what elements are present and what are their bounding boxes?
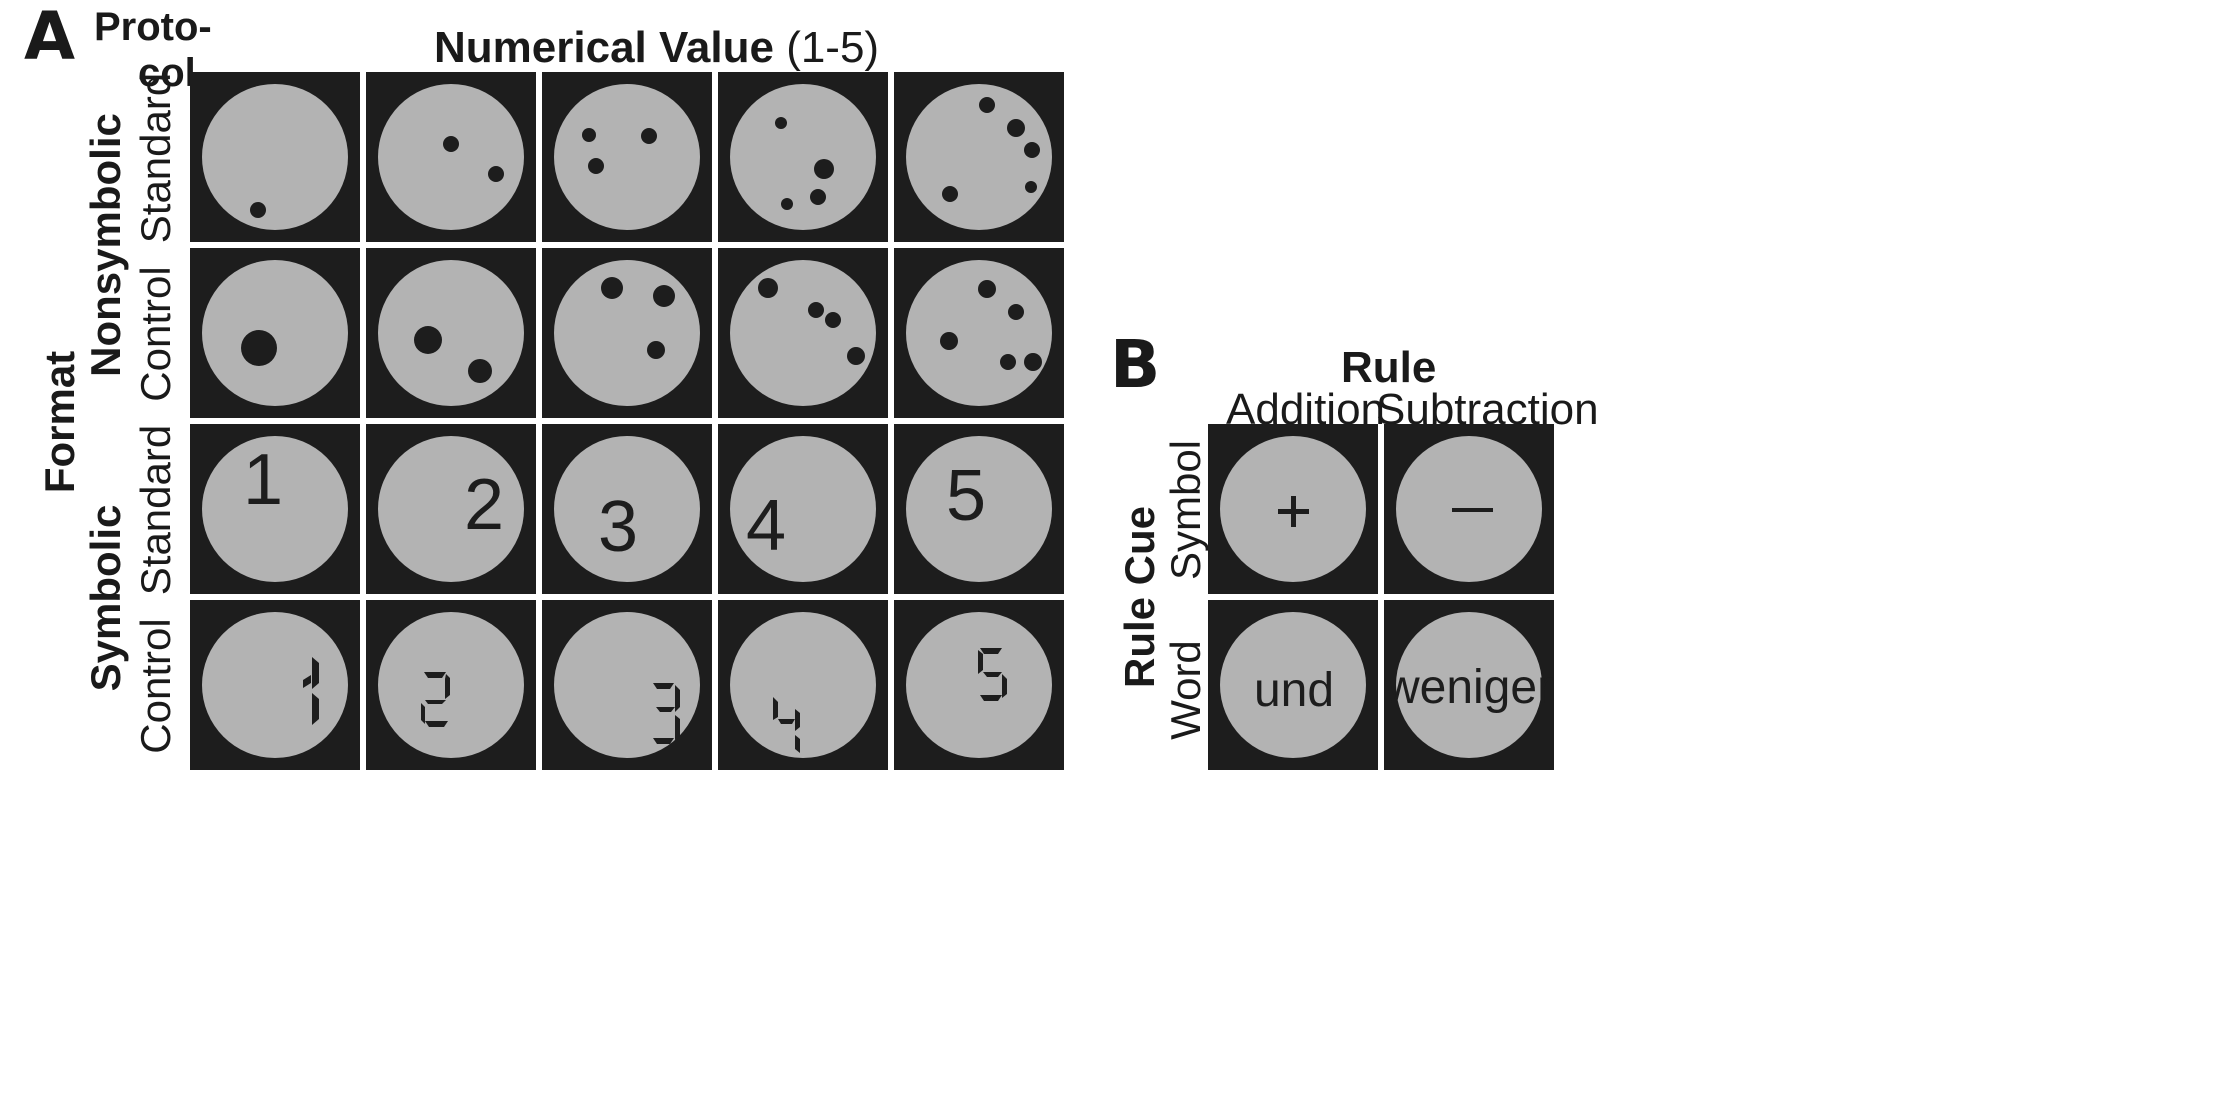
rule-cue-row-word: Word: [1162, 640, 1209, 740]
stimulus-cell-nonsymbolic-control-1: [190, 248, 360, 418]
seven-segment-digit-2: [421, 672, 450, 727]
protocol-header-line1: Proto-: [94, 5, 212, 49]
protocol-header-line2: col: [138, 51, 196, 95]
rule-cue-label: Rule Cue: [1116, 505, 1163, 689]
protocol-header: Proto- col: [94, 4, 212, 96]
stimulus-cell-symbolic-control-1: [190, 600, 360, 770]
numerical-value-title-bold: Numerical Value: [434, 23, 774, 72]
numerical-value-title: Numerical Value (1-5): [434, 26, 879, 70]
stimulus-cell-nonsymbolic-standard-5: [894, 72, 1064, 242]
stimulus-cell-nonsymbolic-control-2: [366, 248, 536, 418]
seven-segment-digit-5: [978, 648, 1007, 701]
stimulus-cell-nonsymbolic-standard-3: [542, 72, 712, 242]
row-protocol-label: Standard: [132, 72, 179, 244]
rule-cell-symbol-addition: [1208, 424, 1378, 594]
panel-a-letter: A: [24, 0, 76, 75]
stimulus-cell-symbolic-control-3: [542, 600, 712, 770]
minus-icon: [1452, 508, 1493, 512]
stimulus-cell-symbolic-standard-2: 2: [366, 424, 536, 594]
standard-digit: 1: [243, 440, 283, 520]
seven-segment-digit-1: [303, 657, 319, 725]
rule-cue-row-symbol: Symbol: [1162, 439, 1209, 581]
word-cue-addition: und: [1254, 664, 1334, 717]
format-label: Format: [36, 350, 83, 494]
stimulus-cell-symbolic-standard-3: 3: [542, 424, 712, 594]
plus-icon: [1278, 496, 1309, 527]
seven-segment-digit-3: [653, 683, 680, 744]
standard-digit: 2: [464, 465, 504, 545]
row-protocol-label: Standard: [132, 424, 179, 596]
rule-header: Rule: [1341, 343, 1437, 392]
rule-cell-word-addition: und: [1208, 600, 1378, 770]
stimulus-cell-symbolic-control-2: [366, 600, 536, 770]
stimulus-cell-nonsymbolic-control-4: [718, 248, 888, 418]
panel-b-letter: B: [1110, 326, 1161, 403]
seven-segment-digit-4: [773, 697, 800, 753]
numerical-value-title-range: (1-5): [786, 23, 880, 72]
rule-cell-word-subtraction: weniger: [1384, 600, 1554, 770]
symbolic-label: Symbolic: [82, 504, 129, 692]
stimulus-cell-nonsymbolic-standard-2: [366, 72, 536, 242]
stimulus-cell-nonsymbolic-control-5: [894, 248, 1064, 418]
standard-digit: 5: [946, 456, 986, 536]
standard-digit: 3: [598, 487, 638, 567]
stimulus-cell-symbolic-standard-1: 1: [190, 424, 360, 594]
stimulus-cell-nonsymbolic-standard-4: [718, 72, 888, 242]
rule-cell-symbol-subtraction: [1384, 424, 1554, 594]
word-cue-subtraction: weniger: [1384, 661, 1553, 714]
row-protocol-label: Control: [132, 618, 179, 754]
row-protocol-label: Control: [132, 266, 179, 402]
stimulus-cell-symbolic-control-4: [718, 600, 888, 770]
stimulus-cell-symbolic-control-5: [894, 600, 1064, 770]
nonsymbolic-label: Nonsymbolic: [82, 113, 129, 377]
stimulus-cell-symbolic-standard-5: 5: [894, 424, 1064, 594]
stimulus-cell-symbolic-standard-4: 4: [718, 424, 888, 594]
standard-digit: 4: [746, 486, 786, 566]
stimulus-cell-nonsymbolic-control-3: [542, 248, 712, 418]
stimulus-cell-nonsymbolic-standard-1: [190, 72, 360, 242]
